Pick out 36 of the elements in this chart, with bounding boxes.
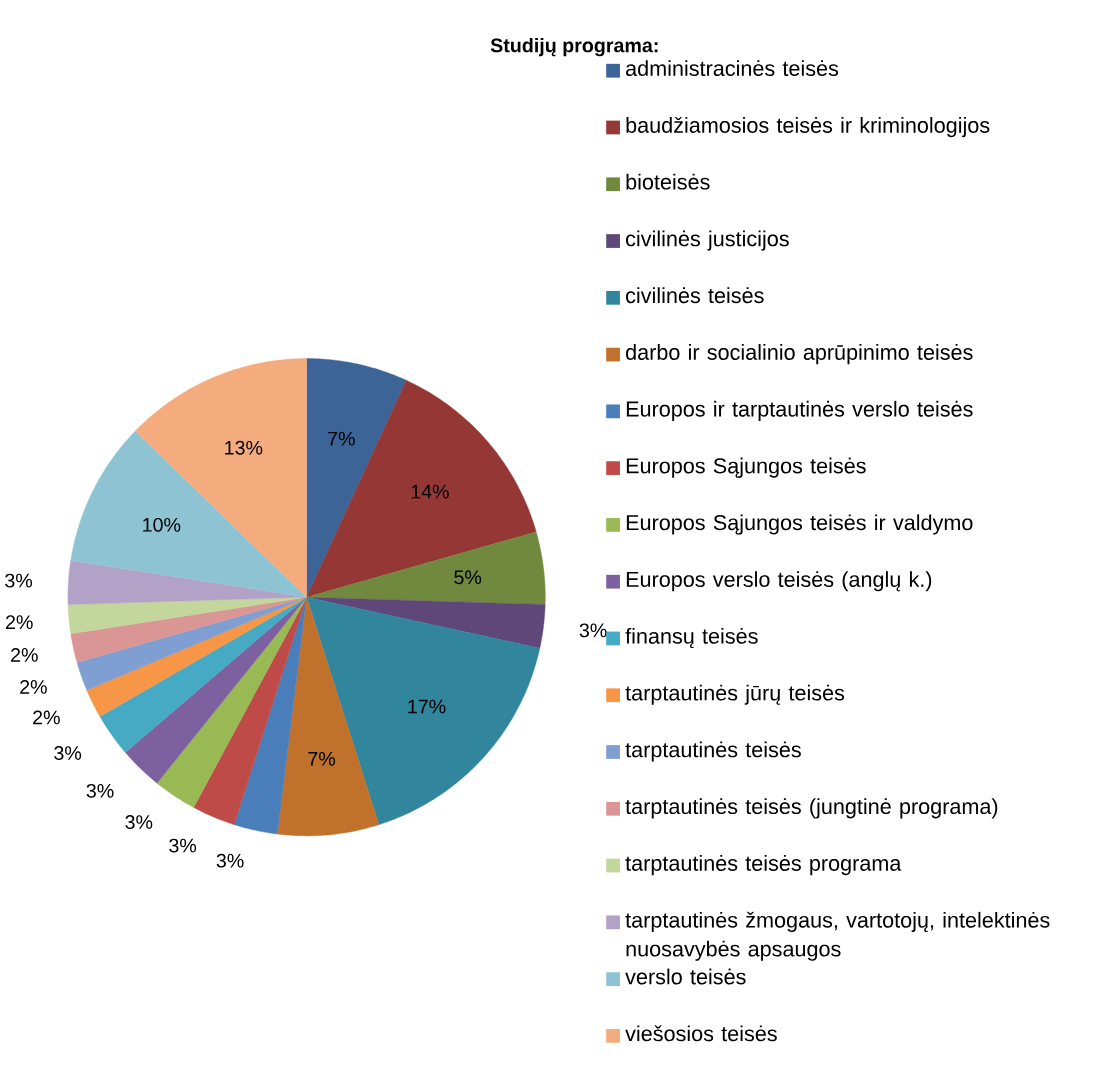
data-label: 14%: [411, 484, 449, 499]
legend-label: tarptautinės teisės (jungtinė programa): [625, 798, 998, 819]
legend-label: bioteisės: [626, 173, 710, 190]
data-label: 13%: [225, 440, 263, 455]
legend-label: civilinės teisės: [626, 287, 764, 304]
data-label: 10%: [143, 518, 181, 532]
data-label: 3%: [579, 623, 607, 638]
legend-label: baudžiamosios teisės ir kriminologijos: [626, 117, 990, 138]
legend-label: darbo ir socialinio aprūpinimo teisės: [626, 344, 973, 365]
data-label: 7%: [308, 752, 336, 766]
legend-label: civilinės justicijos: [626, 230, 789, 251]
legend-label: Europos Sąjungos teisės ir valdymo: [626, 514, 973, 535]
data-label: 2%: [33, 710, 60, 725]
legend-title: Studijų programa:: [490, 38, 658, 57]
legend-label: Europos Sąjungos teisės: [626, 457, 866, 478]
legend-label: administracinės teisės: [626, 60, 839, 77]
data-label: 3%: [5, 573, 33, 588]
legend-label: finansų teisės: [625, 628, 758, 649]
legend-label: tarptautinės jūrų teisės: [625, 684, 845, 706]
legend-label: tarptautinės teisės: [625, 741, 801, 762]
legend-label: Europos ir tarptautinės verslo teisės: [626, 401, 973, 422]
data-label: 17%: [408, 699, 446, 714]
data-label: 2%: [11, 648, 38, 663]
legend-label: viešosios teisės: [625, 1025, 777, 1042]
data-label: 7%: [328, 431, 355, 446]
data-label: 3%: [125, 815, 153, 830]
data-label: 3%: [54, 746, 82, 761]
legend-label: verslo teisės: [625, 968, 746, 985]
data-label: 3%: [169, 838, 197, 853]
legend-label: tarptautinės teisės programa: [625, 855, 902, 876]
data-label: 2%: [20, 680, 47, 694]
data-label: 2%: [6, 615, 33, 630]
data-label: 3%: [216, 853, 244, 868]
legend-label: Europos verslo teisės (anglų k.): [626, 571, 932, 592]
data-label: 5%: [454, 570, 482, 585]
data-label: 3%: [86, 784, 114, 798]
